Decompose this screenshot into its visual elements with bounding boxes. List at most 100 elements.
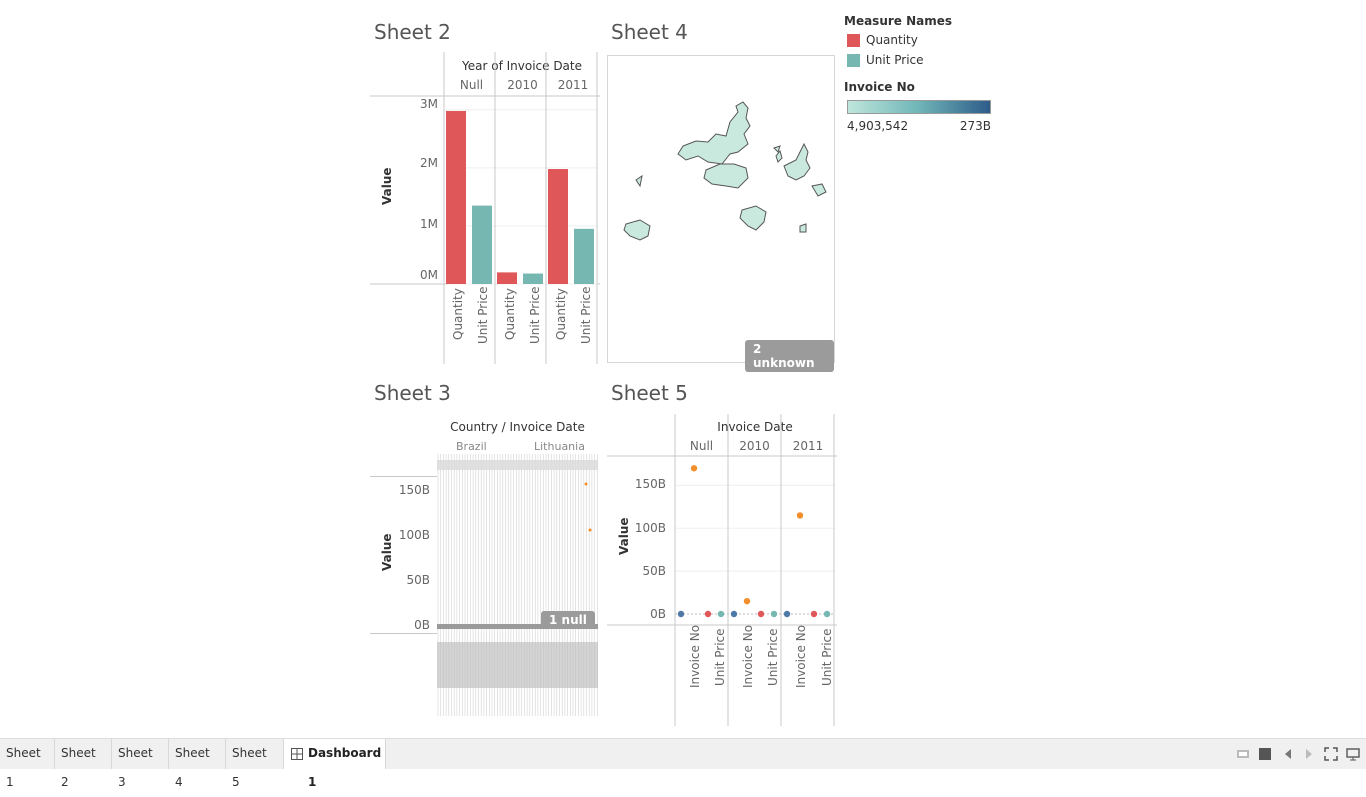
tab-sheet-4[interactable]: Sheet 4 [169,739,226,789]
sheet3-ytick: 100B [398,528,430,542]
sheet5-xlabel: Invoice No [688,624,702,688]
tab-sheet-3[interactable]: Sheet 3 [112,739,169,789]
sheet3-ytick: 50B [406,573,430,587]
sheet2-xlabel: Unit Price [528,286,542,344]
sheet5-point[interactable] [730,610,738,618]
sheet3-axis-bottom [370,633,437,634]
sheet2-year-2010[interactable]: 2010 [507,78,538,92]
sheet5-ytick: 0B [650,607,666,621]
legend-invoice-title: Invoice No [844,80,915,94]
single-view-icon[interactable] [1258,747,1272,761]
sheet2-year-null[interactable]: Null [459,78,484,92]
prev-sheet-icon[interactable] [1281,747,1295,761]
sheet2-bar[interactable] [574,228,594,284]
sheet5-point-invoice[interactable] [690,465,698,472]
map-asia [811,183,827,197]
dashboard-grid-icon [291,748,303,760]
sheet2-xlabel: Quantity [503,288,517,340]
sheet5-xlabel: Invoice No [794,624,808,688]
next-sheet-icon[interactable] [1302,747,1316,761]
sheet2-bar[interactable] [523,273,543,284]
sheet4-map[interactable]: 2 unknown [607,55,835,372]
sheet2-bar[interactable] [497,272,517,284]
sheet5-chart[interactable] [607,414,837,726]
tab-dashboard-1[interactable]: Dashboard 1 [284,739,386,789]
sheet3-header: Country / Invoice Date [450,420,585,434]
map-iceland [773,145,781,153]
sheet2-bar[interactable] [472,205,492,284]
sheet3-dense-chart[interactable] [437,414,599,716]
sheet5-xlabel: Unit Price [766,628,780,686]
sheet3-country-lithuania[interactable]: Lithuania [534,440,585,453]
sheet5-point[interactable] [770,610,778,618]
sheet2-year-2011[interactable]: 2011 [557,78,589,92]
sheet5-year-2010[interactable]: 2010 [739,439,770,453]
invoice-max: 273B [959,119,991,133]
sheet2-ytick: 3M [420,97,438,111]
sheet2-title: Sheet 2 [374,20,451,44]
sheet3-date-band [437,460,598,470]
presentation-icon[interactable] [1346,747,1360,761]
sheet2-chart[interactable] [370,52,600,364]
map-nz [799,223,807,233]
map-japan [635,174,643,188]
sheet5-xlabel: Unit Price [713,628,727,686]
map-canada [677,101,751,165]
sheet2-ytick: 1M [420,217,438,231]
sheet2-header: Year of Invoice Date [462,59,582,73]
invoice-gradient-bar[interactable] [847,100,991,114]
sheet5-header: Invoice Date [717,420,793,434]
map-usa [703,163,749,189]
sheet5-point-invoice[interactable] [796,512,804,519]
sheet3-country-brazil[interactable]: Brazil [456,440,487,453]
sheet5-year-2011[interactable]: 2011 [792,439,824,453]
sheet3-ytick: 0B [414,618,430,632]
legend-measure-title: Measure Names [844,14,953,28]
sheet3-ylabel: Value [380,533,394,571]
sheet5-point[interactable] [677,610,685,618]
sheet5-point[interactable] [757,610,765,618]
sheet5-ytick: 100B [634,521,666,535]
tab-sheet-1[interactable]: Sheet 1 [0,739,55,789]
sheet5-point[interactable] [783,610,791,618]
sheet3-point[interactable] [584,482,588,486]
sheet3-label-band [437,642,598,688]
sheet5-xlabel: Unit Price [820,628,834,686]
sheet2-bar[interactable] [548,169,568,284]
sheet5-point[interactable] [704,610,712,618]
legend-item-label: Unit Price [866,53,924,67]
legend-item-label: Quantity [866,33,918,47]
legend-swatch [847,33,860,47]
invoice-min: 4,903,542 [847,119,909,133]
tab-sheet-5[interactable]: Sheet 5 [226,739,284,789]
sheet3-point[interactable] [588,528,592,532]
sheet3-ytick: 150B [398,483,430,497]
map-africa [739,205,767,231]
sheet2-ytick: 0M [420,268,438,282]
sheet5-point[interactable] [823,610,831,618]
filmstrip-icon[interactable] [1236,747,1250,761]
sheet5-title: Sheet 5 [611,381,688,405]
tab-sheet-2[interactable]: Sheet 2 [55,739,112,789]
sheet2-xlabel: Unit Price [476,286,490,344]
sheet3-title: Sheet 3 [374,381,451,405]
sheet5-point[interactable] [717,610,725,618]
sheet2-xlabel: Quantity [451,288,465,340]
unknown-badge[interactable]: 2 unknown [745,340,834,372]
sheet-tab-bar: Sheet 1 Sheet 2 Sheet 3 Sheet 4 Sheet 5 … [0,738,1366,789]
world-map-shapes [623,101,827,241]
sheet5-ytick: 150B [634,477,666,491]
legend-swatch [847,53,860,67]
sheet5-point[interactable] [810,610,818,618]
map-europe [783,142,811,181]
sheet2-xlabel: Quantity [554,288,568,340]
sheet2-bar[interactable] [446,110,466,284]
legend-item-quantity[interactable]: Quantity [847,33,918,47]
sheet5-point-invoice[interactable] [743,597,751,605]
fullscreen-icon[interactable] [1324,747,1338,761]
sheet4-title: Sheet 4 [611,20,688,44]
null-badge[interactable]: 1 null [541,611,595,629]
legend-item-unit-price[interactable]: Unit Price [847,53,924,67]
sheet5-year-null[interactable]: Null [689,439,714,453]
map-australia [623,219,651,241]
